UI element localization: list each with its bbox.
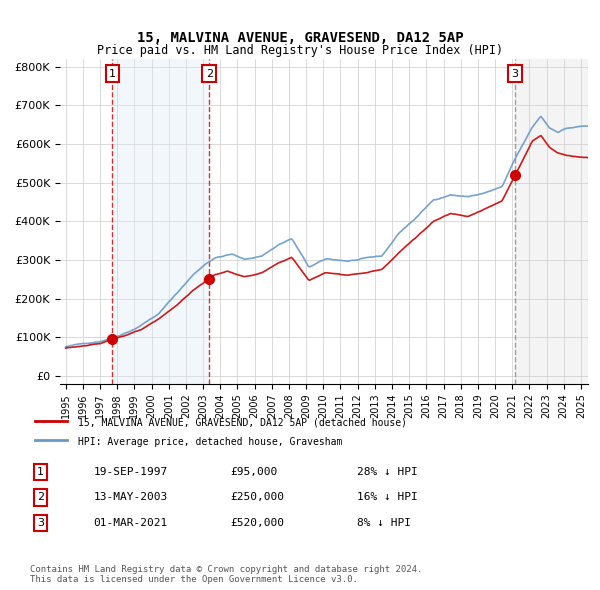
Text: 15, MALVINA AVENUE, GRAVESEND, DA12 5AP: 15, MALVINA AVENUE, GRAVESEND, DA12 5AP	[137, 31, 463, 45]
Text: 15, MALVINA AVENUE, GRAVESEND, DA12 5AP (detached house): 15, MALVINA AVENUE, GRAVESEND, DA12 5AP …	[77, 418, 407, 428]
Bar	[112, 59, 209, 384]
Text: 19-SEP-1997: 19-SEP-1997	[94, 467, 167, 477]
Text: HPI: Average price, detached house, Gravesham: HPI: Average price, detached house, Grav…	[77, 437, 342, 447]
Text: 2: 2	[37, 493, 44, 503]
Text: Price paid vs. HM Land Registry's House Price Index (HPI): Price paid vs. HM Land Registry's House …	[97, 44, 503, 57]
Text: 8% ↓ HPI: 8% ↓ HPI	[358, 518, 412, 528]
Bar	[515, 59, 588, 384]
Text: £95,000: £95,000	[230, 467, 278, 477]
Text: 3: 3	[511, 68, 518, 78]
Text: 1: 1	[37, 467, 44, 477]
Text: 01-MAR-2021: 01-MAR-2021	[94, 518, 167, 528]
Text: Contains HM Land Registry data © Crown copyright and database right 2024.
This d: Contains HM Land Registry data © Crown c…	[30, 565, 422, 584]
Text: 16% ↓ HPI: 16% ↓ HPI	[358, 493, 418, 503]
Text: 28% ↓ HPI: 28% ↓ HPI	[358, 467, 418, 477]
Text: 3: 3	[37, 518, 44, 528]
Text: 13-MAY-2003: 13-MAY-2003	[94, 493, 167, 503]
Text: £520,000: £520,000	[230, 518, 284, 528]
Text: £250,000: £250,000	[230, 493, 284, 503]
Text: 2: 2	[206, 68, 213, 78]
Text: 1: 1	[109, 68, 116, 78]
